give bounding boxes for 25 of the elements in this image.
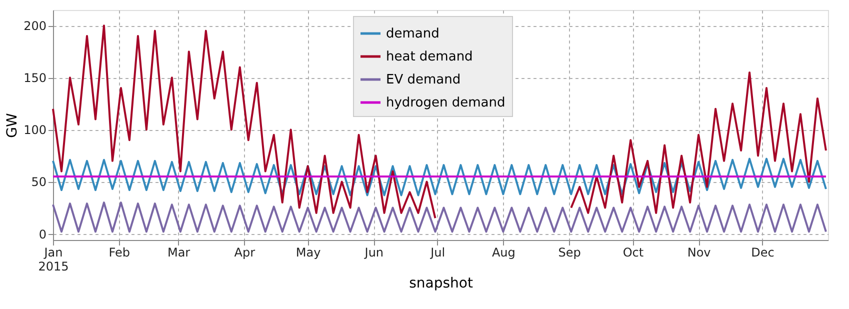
x-tick-label: Aug <box>492 246 516 260</box>
x-tick-label: Apr <box>234 246 256 260</box>
line-series <box>52 202 827 233</box>
x-tick-label: Mar <box>167 246 190 260</box>
x-tick-label: Oct <box>622 246 644 260</box>
legend-label: demand <box>386 26 440 42</box>
x-tick-label: Nov <box>687 246 711 260</box>
x-axis-title: snapshot <box>409 276 474 292</box>
legend-label: EV demand <box>386 72 461 88</box>
y-tick-label: 100 <box>24 123 46 138</box>
x-tick-label: Jun <box>364 246 384 260</box>
y-tick-label: 150 <box>24 71 46 86</box>
x-tick-label: Jan 2015 <box>38 246 69 274</box>
y-axis-title: GW <box>4 113 21 138</box>
x-tick-label: May <box>296 246 321 260</box>
y-tick-label: 50 <box>31 175 46 190</box>
x-tick-label: Dec <box>751 246 774 260</box>
line-series <box>52 158 827 196</box>
x-tick-label: Feb <box>108 246 130 260</box>
x-tick-label: Jul <box>430 246 446 260</box>
x-tick-label: Sep <box>558 246 581 260</box>
y-tick-label: 200 <box>24 19 46 34</box>
legend-label: heat demand <box>386 50 473 64</box>
legend-label: hydrogen demand <box>386 96 506 110</box>
y-tick-label: 0 <box>38 227 46 242</box>
